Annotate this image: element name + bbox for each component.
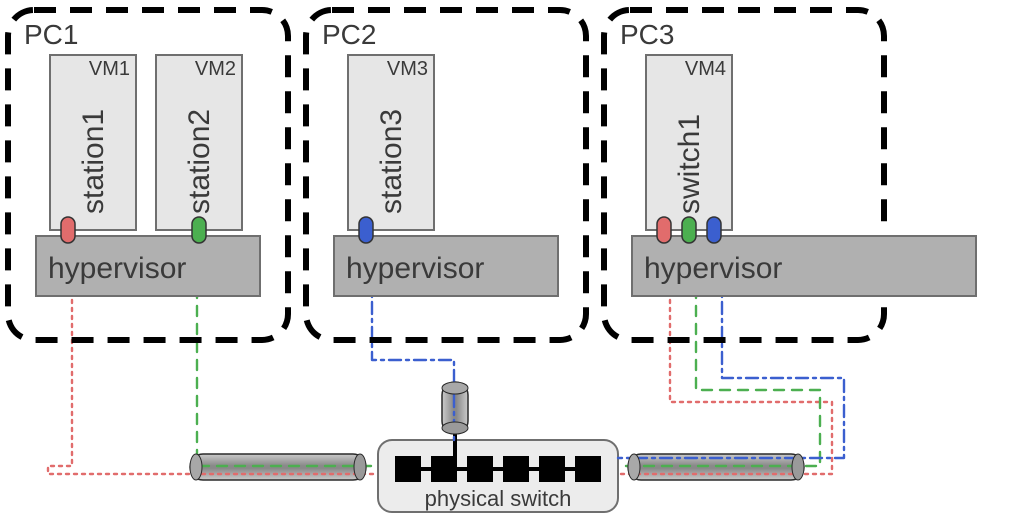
pc-label: PC1: [24, 19, 78, 50]
vm-name: switch1: [673, 114, 706, 214]
vm-label: VM3: [387, 58, 428, 80]
switch-port: [575, 456, 601, 482]
tube-cap: [442, 422, 468, 434]
nic-blue: [359, 217, 373, 243]
vm-name: station2: [183, 109, 216, 214]
tube-cap: [792, 454, 804, 480]
switch-port: [395, 456, 421, 482]
nic-green: [192, 217, 206, 243]
switch-port: [467, 456, 493, 482]
hypervisor-label: hypervisor: [346, 252, 484, 285]
pc-label: PC3: [620, 19, 674, 50]
switch-label: physical switch: [425, 486, 572, 511]
tube-cap: [442, 382, 468, 394]
vm-name: station1: [77, 109, 110, 214]
nic-red: [61, 217, 75, 243]
vm-name: station3: [375, 109, 408, 214]
diagram-canvas: physical switch PC1 hypervisor VM1 station1 V…: [0, 0, 1024, 525]
tube-cap: [628, 454, 640, 480]
switch-port: [539, 456, 565, 482]
vm-label: VM4: [685, 58, 726, 80]
tube-cap: [354, 454, 366, 480]
nic-blue: [707, 217, 721, 243]
switch-port: [503, 456, 529, 482]
hypervisor-label: hypervisor: [644, 252, 782, 285]
pc-label: PC2: [322, 19, 376, 50]
vm-label: VM1: [89, 58, 130, 80]
nic-red: [657, 217, 671, 243]
nic-green: [682, 217, 696, 243]
vm-label: VM2: [195, 58, 236, 80]
tube-cap: [190, 454, 202, 480]
hypervisor-label: hypervisor: [48, 252, 186, 285]
